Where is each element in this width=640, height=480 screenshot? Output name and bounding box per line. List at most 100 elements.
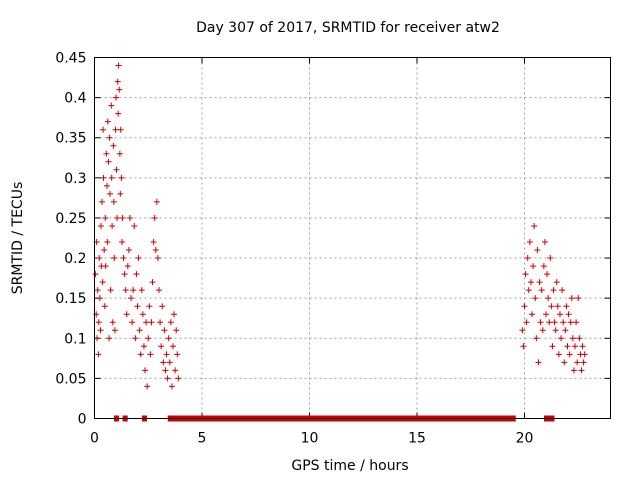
data-point (107, 287, 114, 294)
data-point (526, 239, 533, 246)
data-point (133, 271, 140, 278)
data-point (158, 343, 165, 350)
data-point (101, 247, 108, 254)
data-point (558, 335, 565, 342)
data-point (102, 214, 109, 221)
data-point (122, 287, 129, 294)
data-point (527, 279, 534, 286)
data-point (160, 359, 167, 366)
data-point (94, 287, 101, 294)
data-point (104, 239, 111, 246)
data-point (162, 367, 169, 374)
data-point (157, 319, 164, 326)
data-point (140, 343, 147, 350)
data-point (553, 279, 560, 286)
data-point (111, 327, 118, 334)
data-point (545, 295, 552, 302)
data-point (163, 351, 170, 358)
data-point (134, 303, 141, 310)
x-axis-title: GPS time / hours (291, 458, 408, 474)
y-tick-label: 0.3 (64, 171, 86, 187)
data-point (102, 263, 109, 270)
y-axis-title: SRMTID / TECUs (10, 182, 26, 295)
data-point (560, 319, 567, 326)
x-tick-label: 10 (301, 431, 319, 447)
x-tick-label: 15 (408, 431, 426, 447)
data-point (166, 359, 173, 366)
data-point (143, 319, 150, 326)
data-point (540, 263, 547, 270)
data-point (563, 303, 570, 310)
data-point (536, 279, 543, 286)
x-tick-label: 0 (90, 431, 99, 447)
data-point (549, 343, 556, 350)
data-point (103, 150, 110, 157)
data-point (534, 247, 541, 254)
data-point (128, 295, 135, 302)
data-point (154, 255, 161, 262)
data-point (119, 214, 126, 221)
data-point (538, 287, 545, 294)
data-point (561, 359, 568, 366)
y-tick-label: 0.15 (55, 291, 86, 307)
data-point (115, 62, 122, 69)
plot-frame (94, 57, 611, 419)
data-point (138, 287, 145, 294)
data-point (96, 295, 103, 302)
y-tick-label: 0.25 (55, 211, 86, 227)
x-axis-ticks: 0 5 10 15 20 (90, 57, 534, 447)
data-point (159, 303, 166, 310)
data-point (113, 166, 120, 173)
data-point (144, 383, 151, 390)
data-point (139, 311, 146, 318)
data-point (562, 327, 569, 334)
data-point (108, 102, 115, 109)
data-point (174, 351, 181, 358)
data-point (109, 319, 116, 326)
data-point (529, 311, 536, 318)
data-point (114, 214, 121, 221)
data-point (547, 255, 554, 262)
data-point (153, 198, 160, 205)
data-point (530, 263, 537, 270)
data-point (114, 78, 121, 85)
data-point (565, 311, 572, 318)
data-point (135, 255, 142, 262)
data-point (568, 295, 575, 302)
data-point (556, 311, 563, 318)
data-point (175, 375, 182, 382)
data-point (570, 367, 577, 374)
y-tick-label: 0.4 (64, 91, 86, 107)
data-point (573, 319, 580, 326)
data-point (574, 359, 581, 366)
data-point (131, 222, 138, 229)
data-point (148, 319, 155, 326)
data-point (572, 343, 579, 350)
data-point (523, 319, 530, 326)
y-tick-label: 0 (78, 412, 87, 428)
data-point (101, 303, 108, 310)
data-point (103, 182, 110, 189)
data-point (119, 239, 126, 246)
data-point (147, 351, 154, 358)
x-tick-label: 5 (198, 431, 207, 447)
data-point (120, 255, 127, 262)
x-tick-label: 20 (516, 431, 534, 447)
y-tick-label: 0.35 (55, 131, 86, 147)
data-point (100, 126, 107, 133)
data-point (116, 86, 123, 93)
data-point (552, 327, 559, 334)
y-axis-ticks: 0 0.05 0.1 0.15 0.2 0.25 0.3 0.35 0.4 0.45 (55, 51, 611, 428)
y-tick-label: 0.45 (55, 51, 86, 67)
data-point (550, 287, 557, 294)
data-point (150, 239, 157, 246)
data-point (99, 198, 106, 205)
data-point (531, 222, 538, 229)
data-point (532, 295, 539, 302)
data-point (112, 126, 119, 133)
data-point (578, 367, 585, 374)
data-point (113, 94, 119, 101)
data-point (115, 110, 122, 117)
data-point (522, 271, 529, 278)
data-point (106, 134, 113, 141)
